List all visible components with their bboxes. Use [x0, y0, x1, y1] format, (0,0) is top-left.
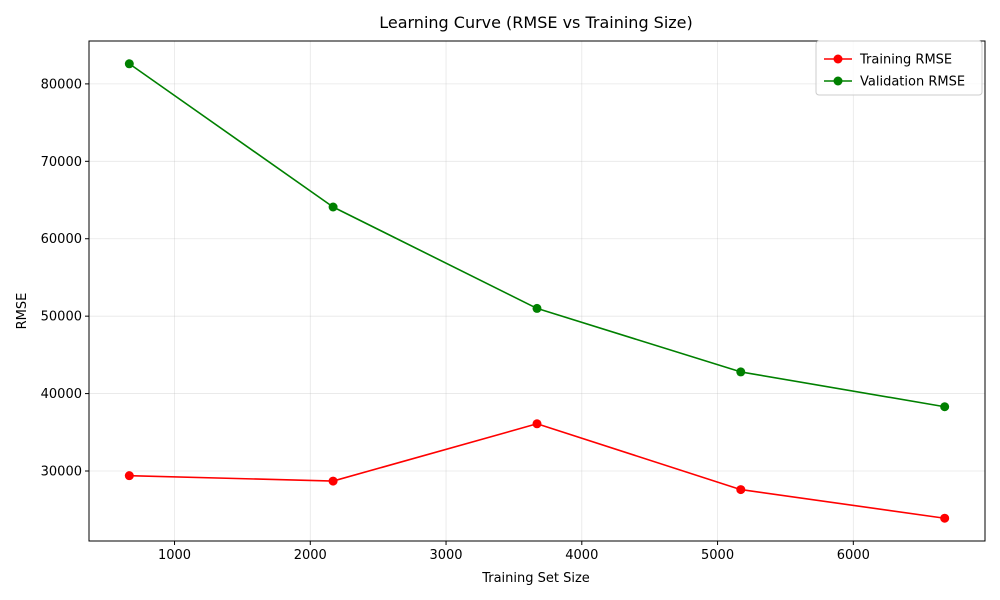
- x-tick-label: 2000: [294, 548, 327, 563]
- x-tick-label: 1000: [158, 548, 191, 563]
- data-point: [736, 367, 746, 377]
- chart-title: Learning Curve (RMSE vs Training Size): [379, 13, 693, 32]
- y-tick-label: 70000: [41, 155, 82, 170]
- data-point: [736, 485, 746, 495]
- y-tick-label: 50000: [41, 310, 82, 325]
- legend-label: Validation RMSE: [860, 75, 965, 90]
- data-point: [940, 513, 950, 523]
- data-point: [328, 202, 338, 212]
- legend-marker: [833, 54, 843, 64]
- legend-label: Training RMSE: [859, 53, 952, 68]
- grid: [89, 41, 985, 541]
- y-tick-label: 60000: [41, 232, 82, 247]
- x-tick-label: 6000: [837, 548, 870, 563]
- y-tick-label: 80000: [41, 77, 82, 92]
- legend-entry: Training RMSE: [824, 53, 952, 68]
- y-tick-label: 30000: [41, 465, 82, 480]
- plot-area-frame: [88, 40, 986, 542]
- data-point: [532, 419, 542, 429]
- data-point: [124, 59, 134, 69]
- data-point: [328, 476, 338, 486]
- data-series: [124, 59, 950, 523]
- legend-marker: [833, 76, 843, 86]
- x-axis-label: Training Set Size: [481, 571, 590, 586]
- y-tick-label: 40000: [41, 387, 82, 402]
- legend-box: [815, 40, 983, 96]
- x-tick-label: 4000: [565, 548, 598, 563]
- legend-entry: Validation RMSE: [824, 75, 965, 90]
- series-training-rmse: [124, 419, 950, 523]
- data-point: [124, 471, 134, 481]
- legend: Training RMSE Validation RMSE: [815, 40, 983, 96]
- y-axis-label: RMSE: [15, 293, 30, 330]
- axis-ticks: 1000 2000 3000 4000 5000 6000 30000 40000 50000 6…: [41, 77, 870, 563]
- x-tick-label: 3000: [429, 548, 462, 563]
- data-point: [532, 303, 542, 313]
- series-validation-rmse: [124, 59, 950, 412]
- x-tick-label: 5000: [701, 548, 734, 563]
- data-point: [940, 402, 950, 412]
- series-line: [128, 63, 945, 408]
